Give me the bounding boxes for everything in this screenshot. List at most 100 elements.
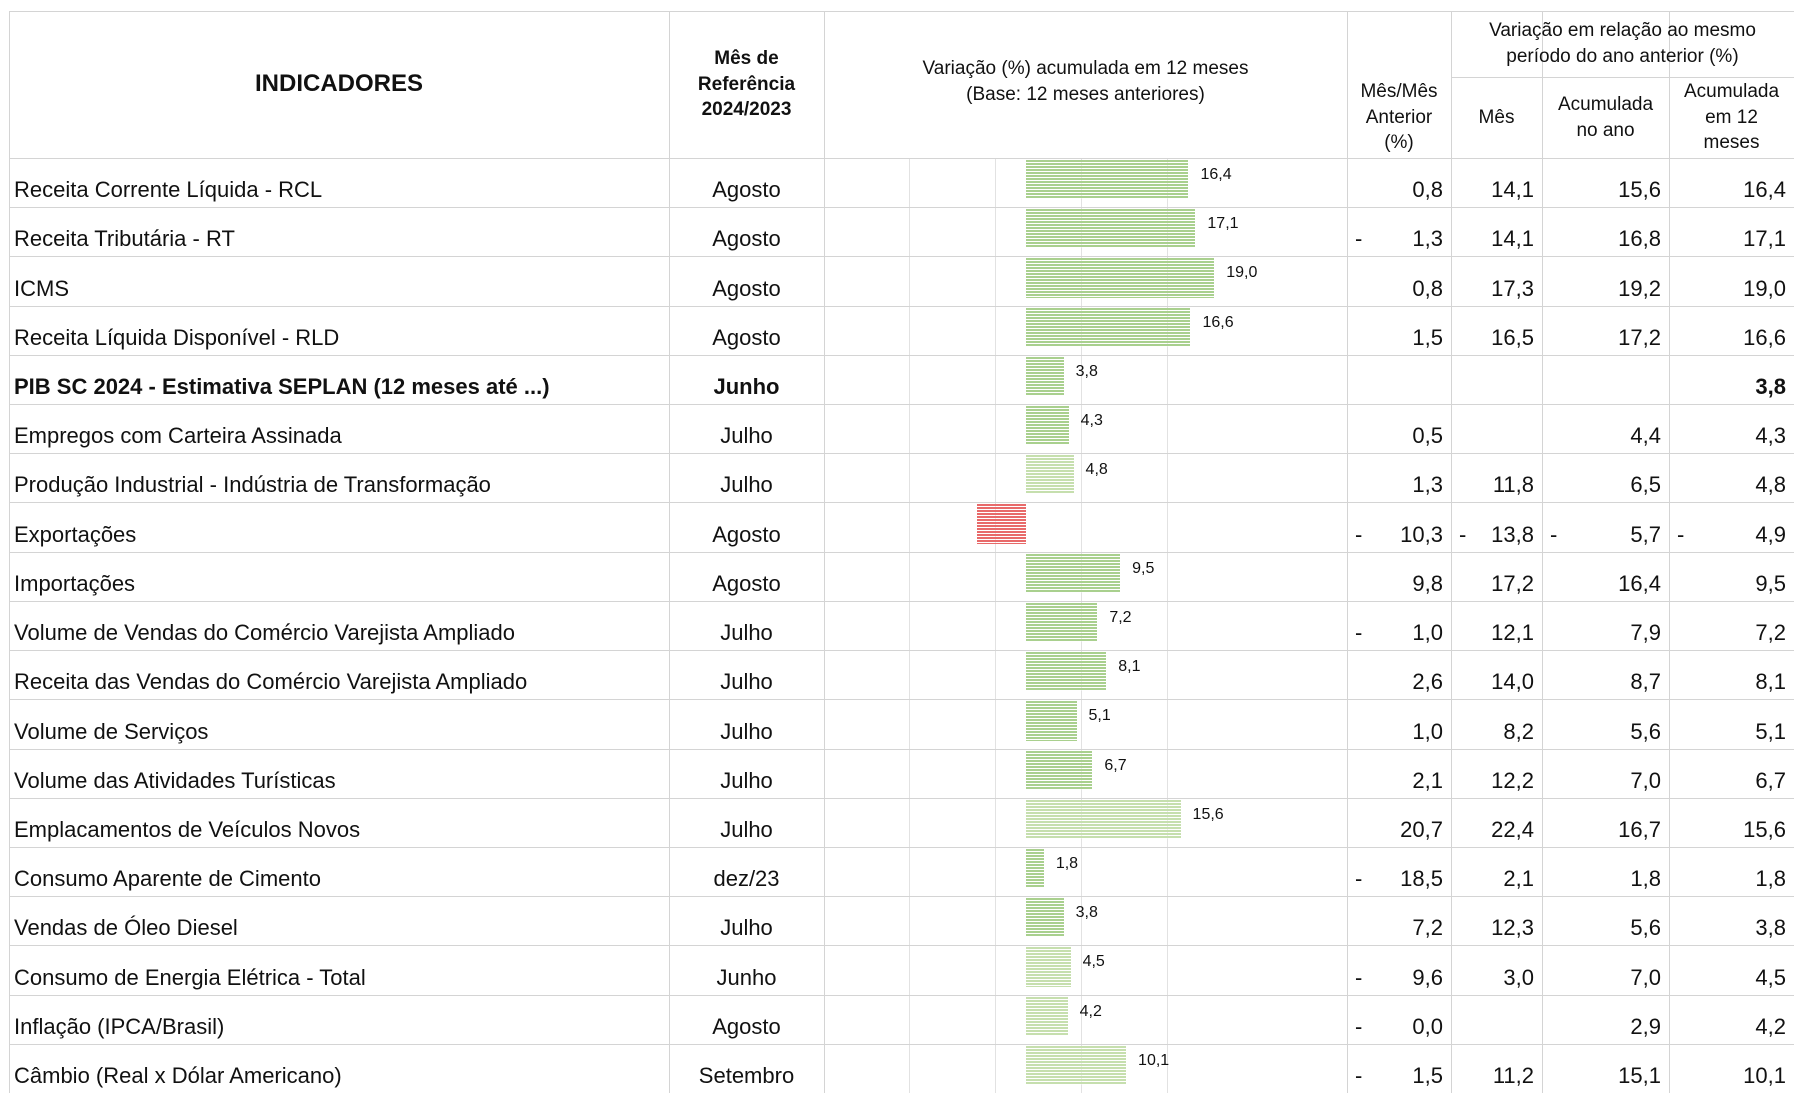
row-line (9, 797, 1794, 799)
value-cell: 0,5 (1412, 423, 1443, 449)
row-line (9, 650, 1794, 652)
data-bar (1026, 1045, 1127, 1085)
indicator-name: Inflação (IPCA/Brasil) (14, 1013, 225, 1039)
bar-label: 7,2 (1109, 608, 1132, 626)
value-cell: 1,0 (1412, 718, 1443, 744)
data-bar (1026, 209, 1196, 249)
row-line (9, 600, 1794, 602)
value-cell: 11,8 (1492, 472, 1534, 498)
reference-month: Setembro (698, 1062, 795, 1088)
bar-label: 3,8 (1075, 362, 1098, 380)
header-mm: Mês/Mês Anterior (%) (1360, 81, 1438, 154)
row-line (9, 896, 1794, 898)
value-cell: - 0,0 (1355, 1013, 1443, 1039)
value-cell: 8,2 (1503, 718, 1534, 744)
indicator-name: Câmbio (Real x Dólar Americano) (14, 1062, 342, 1088)
value-cell: 6,5 (1630, 472, 1661, 498)
value-cell: 17,2 (1491, 570, 1534, 596)
bar-guide-line (995, 158, 996, 1093)
value-cell: 4,3 (1755, 423, 1786, 449)
value-cell: 12,2 (1491, 767, 1534, 793)
value-cell: 16,6 (1743, 324, 1786, 350)
value-cell: 15,1 (1618, 1062, 1661, 1088)
value-cell: 9,8 (1412, 570, 1443, 596)
value-cell: 7,0 (1630, 767, 1661, 793)
value-cell: - 13,8 (1459, 521, 1534, 547)
bar-label: 3,8 (1075, 904, 1098, 922)
reference-month: Agosto (712, 1013, 781, 1039)
value-cell: 4,5 (1755, 964, 1786, 990)
row-line (9, 1043, 1794, 1045)
data-bar (1026, 701, 1077, 741)
table-top-line (9, 11, 1794, 12)
value-cell: 16,4 (1743, 177, 1786, 203)
value-cell: 2,9 (1630, 1013, 1661, 1039)
bar-label: 1,8 (1055, 854, 1079, 872)
reference-month: Julho (720, 915, 773, 941)
value-cell: 4,2 (1755, 1013, 1786, 1039)
row-line (9, 207, 1794, 209)
value-cell: 14,0 (1491, 669, 1534, 695)
row-line (9, 354, 1794, 356)
reference-month: Junho (713, 374, 780, 400)
data-bar (1026, 406, 1069, 446)
value-cell: 20,7 (1400, 816, 1443, 842)
value-cell: 17,2 (1618, 324, 1661, 350)
indicator-name: Importações (14, 570, 136, 596)
value-cell: 19,2 (1618, 275, 1661, 301)
indicator-name: Vendas de Óleo Diesel (14, 915, 238, 941)
data-bar (1026, 898, 1064, 938)
bar-guide-line (909, 158, 910, 1093)
data-bar (1026, 750, 1093, 790)
bar-label: 4,5 (1082, 953, 1105, 971)
value-cell: 14,1 (1491, 177, 1534, 203)
data-bar (1026, 258, 1215, 298)
header-reference-month: Mês de Referência 2024/2023 (697, 48, 796, 121)
indicator-name: Exportações (14, 521, 137, 547)
value-cell: - 5,7 (1550, 521, 1661, 547)
bar-label: 15,6 (1192, 805, 1224, 823)
value-cell: 5,6 (1630, 718, 1661, 744)
value-cell: - 4,9 (1677, 521, 1786, 547)
row-line (9, 256, 1794, 258)
value-cell: 19,0 (1743, 275, 1786, 301)
value-cell: 7,0 (1630, 964, 1661, 990)
value-cell: 2,1 (1503, 866, 1534, 892)
bar-label: 16,4 (1200, 166, 1232, 183)
reference-month: Agosto (712, 324, 781, 350)
data-bar (1026, 553, 1121, 593)
data-bar (1026, 356, 1064, 397)
reference-month: Agosto (712, 177, 781, 203)
row-line (9, 305, 1794, 307)
value-cell: - 1,5 (1355, 1062, 1443, 1088)
value-cell: 7,2 (1755, 620, 1786, 646)
bar-label: 4,3 (1080, 412, 1103, 430)
value-cell: - 1,3 (1355, 226, 1443, 252)
indicator-name: Receita das Vendas do Comércio Varejista… (14, 669, 528, 695)
indicator-name: Receita Tributária - RT (14, 226, 235, 252)
header-indicators: INDICADORES (254, 70, 423, 98)
data-bar (1026, 160, 1189, 200)
header-group: Variação em relação ao mesmo período do … (1489, 20, 1756, 67)
value-cell: 1,3 (1412, 472, 1443, 498)
data-bar (1026, 602, 1098, 643)
reference-month: Julho (720, 472, 773, 498)
row-line (9, 158, 1794, 159)
indicator-name: Volume de Vendas do Comércio Varejista A… (14, 620, 515, 646)
value-cell: 5,6 (1630, 915, 1661, 941)
data-bar (1026, 848, 1044, 889)
reference-month: Julho (720, 718, 773, 744)
group-line (1451, 77, 1794, 78)
row-line (9, 699, 1794, 701)
value-cell: 10,1 (1743, 1062, 1786, 1088)
value-cell: 2,1 (1412, 767, 1443, 793)
value-cell: 22,4 (1491, 816, 1534, 842)
bar-label: 4,8 (1085, 461, 1108, 479)
indicator-name: Empregos com Carteira Assinada (14, 423, 342, 449)
bar-label: 4,2 (1079, 1002, 1102, 1020)
value-cell: 16,5 (1491, 324, 1534, 350)
bar-label: 8,1 (1118, 658, 1141, 676)
value-cell: 12,1 (1491, 620, 1534, 646)
reference-month: Junho (716, 964, 777, 990)
